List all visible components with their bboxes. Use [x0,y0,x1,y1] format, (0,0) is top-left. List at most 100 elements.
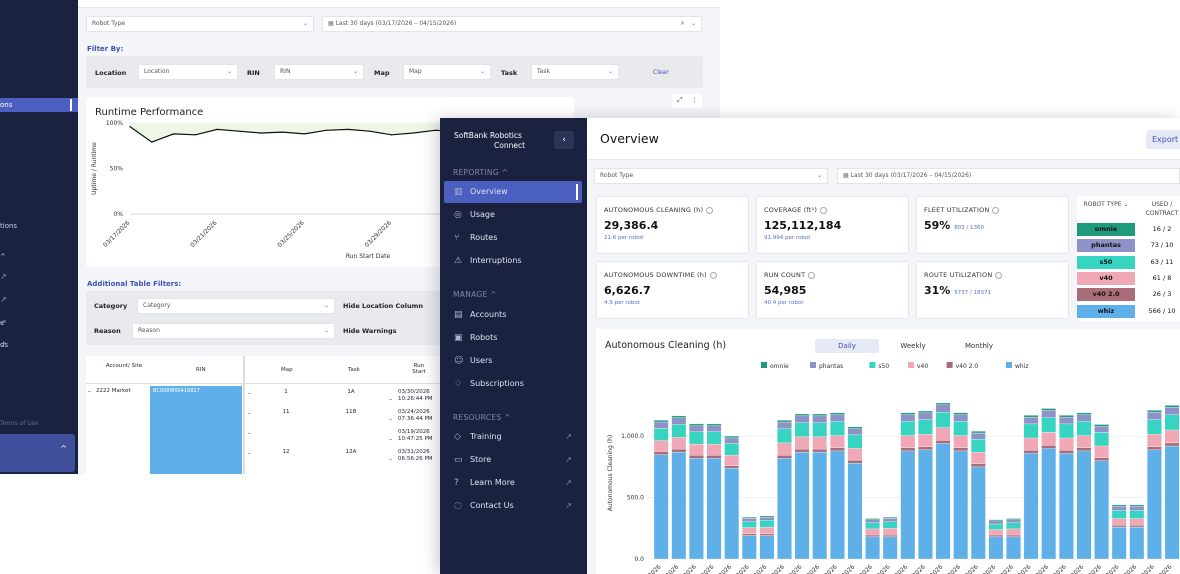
rin-select[interactable]: RIN ⌄ [274,64,364,80]
bar-segment-omnie[interactable] [1111,504,1127,507]
bar-segment-v4020[interactable] [1076,447,1092,452]
legend-label[interactable]: whiz [1015,363,1029,370]
bar-segment-whiz[interactable] [953,450,969,560]
hide-location-toggle[interactable]: Hide Location Column [343,302,424,310]
bar-segment-omnie[interactable] [1023,415,1039,418]
nav-overview[interactable]: ▥ Overview [444,181,582,203]
bar-segment-s50[interactable] [847,434,863,449]
bar-segment-v40[interactable] [900,435,916,448]
header-used-contract[interactable]: USED / CONTRACT [1145,201,1179,217]
bar-segment-phantas[interactable] [741,518,757,522]
nav-routes[interactable]: ⑂ Routes [444,227,582,249]
bar-segment-v40[interactable] [847,448,863,461]
bar-segment-s50[interactable] [741,521,757,528]
bar-segment-v40[interactable] [865,528,880,536]
bar-segment-s50[interactable] [653,428,669,441]
bar-segment-s50[interactable] [759,520,775,528]
bar-segment-whiz[interactable] [706,458,722,560]
bar-segment-whiz[interactable] [812,451,828,560]
nav-robots[interactable]: ▣ Robots [444,327,582,349]
bar-segment-v4020[interactable] [724,465,740,469]
bar-segment-s50[interactable] [918,419,933,435]
legend-label[interactable]: s50 [878,363,889,370]
row-collapse-icon[interactable]: – [248,450,251,457]
bar-segment-omnie[interactable] [953,412,969,415]
bar-segment-whiz[interactable] [1111,526,1127,560]
kpi-fleet-utilization[interactable]: FLEET UTILIZATION 59% 803 / 1360 [916,196,1069,254]
row-collapse-icon[interactable]: – [248,430,251,437]
brand-logo[interactable]: SoftBank Robotics Connect [454,131,526,150]
clear-filters-button[interactable]: Clear [653,69,669,76]
bar-segment-v40[interactable] [706,443,722,456]
bar-segment-v40[interactable] [970,451,986,464]
collapse-sidebar-button[interactable]: ‹ [554,131,574,149]
bar-segment-phantas[interactable] [970,432,986,440]
bar-segment-s50[interactable] [882,521,898,529]
bar-segment-s50[interactable] [1059,423,1074,439]
bar-segment-omnie[interactable] [741,517,757,519]
bar-segment-s50[interactable] [812,422,828,437]
bar-segment-phantas[interactable] [777,421,792,429]
back-sidebar-item[interactable]: ↗ [0,293,78,307]
bar-segment-phantas[interactable] [1076,414,1092,422]
bar-segment-omnie[interactable] [1059,415,1074,418]
bar-segment-v40[interactable] [812,436,828,450]
bar-segment-phantas[interactable] [653,421,669,429]
bar-segment-s50[interactable] [1164,414,1180,431]
reporting-section-label[interactable]: REPORTING ^ [453,168,509,177]
bar-segment-phantas[interactable] [988,520,1004,525]
bar-segment-whiz[interactable] [918,449,933,560]
bar-segment-phantas[interactable] [1023,416,1039,425]
more-icon[interactable]: ⋮ [691,96,698,104]
bar-segment-phantas[interactable] [671,417,687,425]
robot-type-v40[interactable]: v40 [1077,271,1135,285]
info-icon[interactable] [820,206,828,214]
bar-segment-whiz[interactable] [671,451,687,560]
bar-segment-v40[interactable] [689,443,704,456]
bar-segment-omnie[interactable] [671,415,687,418]
bar-segment-v4020[interactable] [1059,450,1074,454]
bar-segment-v4020[interactable] [759,533,775,536]
bar-segment-phantas[interactable] [882,518,898,522]
bar-segment-v4020[interactable] [1164,442,1180,447]
tab-daily[interactable]: Daily [815,339,879,353]
header-task[interactable]: Task [348,367,360,373]
bar-segment-s50[interactable] [1076,421,1092,436]
bar-segment-omnie[interactable] [970,431,986,434]
bar-segment-omnie[interactable] [1147,410,1162,413]
row-collapse-icon[interactable]: – [389,396,392,403]
bar-segment-whiz[interactable] [865,536,880,560]
bar-segment-v40[interactable] [1023,437,1039,451]
robot-type-omnie[interactable]: omnie [1077,223,1135,236]
bar-segment-v4020[interactable] [1041,445,1057,449]
bar-segment-omnie[interactable] [794,413,810,416]
info-icon[interactable] [709,271,717,279]
bar-segment-v40[interactable] [882,528,898,536]
bar-segment-omnie[interactable] [847,426,863,429]
bar-segment-phantas[interactable] [1006,519,1021,523]
bar-segment-v40[interactable] [1059,437,1074,451]
task-select[interactable]: Task ⌄ [531,64,619,80]
legend-label[interactable]: phantas [819,363,843,370]
date-range-select[interactable]: ▦ Last 30 days (03/17/2026 – 04/15/2026)… [322,16,702,32]
bar-segment-v40[interactable] [1164,429,1180,444]
expand-icon[interactable]: ⤢ [677,96,683,104]
bar-segment-v4020[interactable] [653,451,669,455]
location-select[interactable]: Location ⌄ [138,64,238,80]
bar-segment-phantas[interactable] [918,412,933,420]
bar-segment-omnie[interactable] [830,412,845,415]
bar-segment-phantas[interactable] [1094,426,1109,433]
bar-segment-whiz[interactable] [830,450,845,560]
row-collapse-icon[interactable]: – [389,456,392,463]
back-sidebar-item[interactable]: ^ [0,250,78,264]
robot-type-s50[interactable]: s50 [1077,255,1135,269]
bar-segment-whiz[interactable] [741,535,757,560]
robot-type-select[interactable]: Robot Type ⌄ [594,168,828,184]
bar-segment-omnie[interactable] [759,515,775,518]
bar-segment-v4020[interactable] [812,448,828,453]
bar-segment-whiz[interactable] [777,458,792,560]
bar-segment-phantas[interactable] [794,415,810,423]
bar-segment-v40[interactable] [830,435,845,448]
bar-segment-omnie[interactable] [1041,408,1057,411]
bar-segment-s50[interactable] [1006,522,1021,530]
